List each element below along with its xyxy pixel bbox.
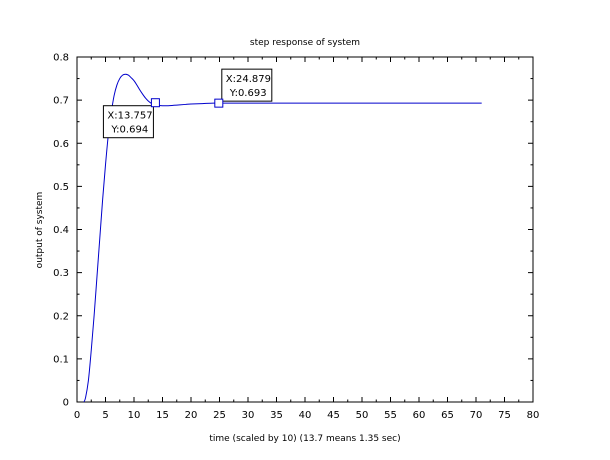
x-tick-label: 35 bbox=[270, 410, 283, 421]
y-tick-label: 0.2 bbox=[53, 311, 69, 322]
series-layer bbox=[83, 73, 482, 403]
y-tick-label: 0.6 bbox=[53, 139, 69, 150]
x-tick-label: 55 bbox=[384, 410, 397, 421]
x-axis-ticks: 0 5 10 15 20 25 30 35 40 45 50 55 60 65 70 75 80 bbox=[74, 57, 540, 421]
x-tick-label: 45 bbox=[327, 410, 340, 421]
y-tick-label: 0 bbox=[63, 398, 69, 409]
datatip-marker[interactable] bbox=[150, 98, 160, 108]
x-tick-label: 60 bbox=[413, 410, 426, 421]
x-tick-label: 80 bbox=[527, 410, 540, 421]
datatip[interactable]: X:13.757 Y:0.694 bbox=[102, 98, 160, 139]
x-tick-label: 10 bbox=[128, 410, 141, 421]
x-axis-label: time (scaled by 10) (13.7 means 1.35 sec… bbox=[209, 434, 400, 444]
x-tick-label: 5 bbox=[102, 410, 108, 421]
y-tick-label: 0.8 bbox=[53, 53, 69, 64]
datatip-x-label: X:24.879 bbox=[226, 74, 271, 85]
y-axis-label: output of system bbox=[35, 192, 45, 269]
x-tick-label: 25 bbox=[213, 410, 226, 421]
datatip[interactable]: X:24.879 Y:0.693 bbox=[214, 68, 273, 108]
datatip-y-label: Y:0.693 bbox=[229, 88, 267, 99]
x-tick-label: 70 bbox=[470, 410, 483, 421]
x-tick-label: 50 bbox=[356, 410, 369, 421]
x-tick-label: 15 bbox=[156, 410, 169, 421]
chart-title: step response of system bbox=[250, 38, 360, 48]
x-tick-label: 20 bbox=[185, 410, 198, 421]
datatip-y-label: Y:0.694 bbox=[110, 125, 148, 136]
x-tick-label: 75 bbox=[498, 410, 511, 421]
datatip-x-label: X:13.757 bbox=[107, 111, 152, 122]
y-axis-ticks: 0 0.1 0.2 0.3 0.4 0.5 0.6 0.7 0.8 bbox=[53, 53, 533, 409]
y-tick-label: 0.3 bbox=[53, 268, 69, 279]
x-tick-label: 30 bbox=[242, 410, 255, 421]
datatip-box bbox=[102, 105, 154, 139]
y-tick-label: 0.5 bbox=[53, 182, 69, 193]
datatip-marker[interactable] bbox=[214, 98, 224, 108]
x-tick-label: 65 bbox=[441, 410, 454, 421]
x-tick-label: 0 bbox=[74, 410, 80, 421]
datatip-box bbox=[221, 68, 273, 102]
y-tick-label: 0.7 bbox=[53, 96, 69, 107]
y-tick-label: 0.4 bbox=[53, 225, 69, 236]
x-tick-label: 40 bbox=[299, 410, 312, 421]
series-line bbox=[83, 73, 482, 403]
y-tick-label: 0.1 bbox=[53, 354, 69, 365]
datatips-layer: X:13.757 Y:0.694 X:24.879 Y:0.693 bbox=[102, 68, 273, 139]
